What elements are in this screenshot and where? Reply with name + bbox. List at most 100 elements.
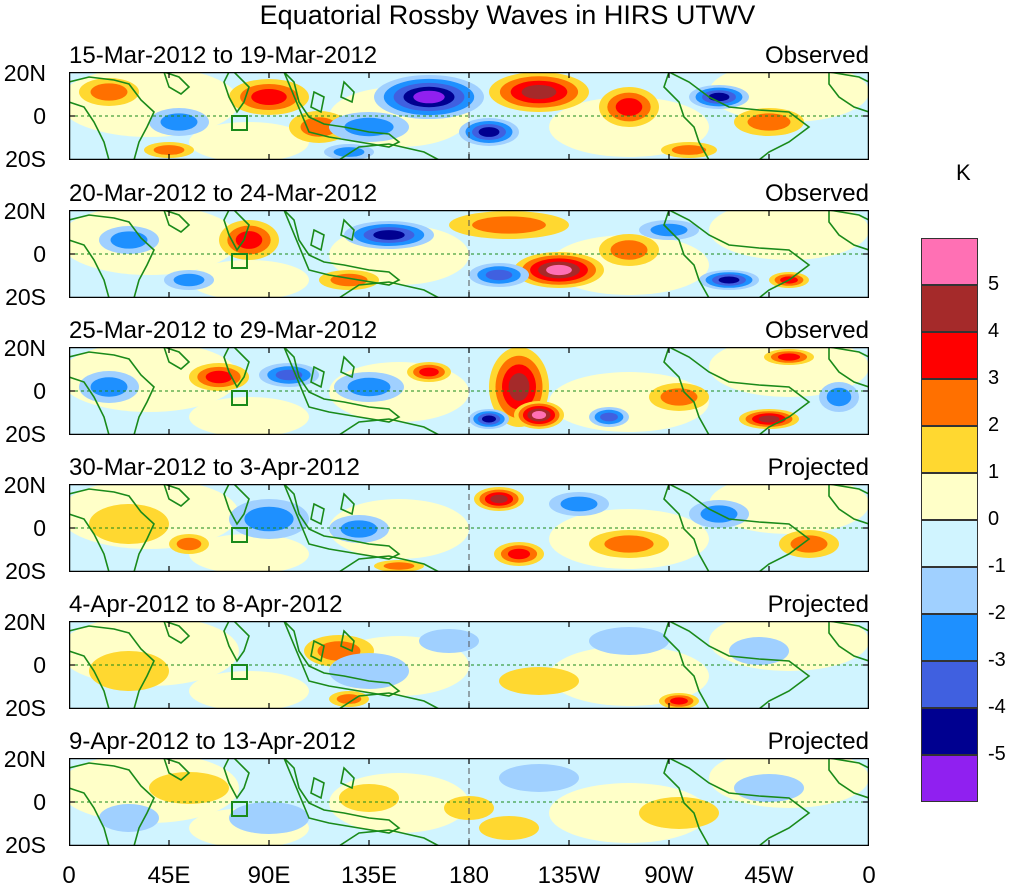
coastline bbox=[69, 488, 155, 572]
colorbar-swatch bbox=[921, 755, 978, 802]
latitude-label: 0 bbox=[33, 515, 46, 541]
colorbar-unit: K bbox=[956, 160, 971, 185]
colorbar-tick-label: -1 bbox=[988, 555, 1006, 577]
colorbar-swatch bbox=[921, 473, 978, 520]
anomaly-contour bbox=[610, 240, 648, 260]
colorbar-tick-label: 2 bbox=[988, 414, 1000, 436]
anomaly-contour bbox=[639, 797, 719, 829]
colorbar-tick-label: 3 bbox=[988, 367, 1000, 389]
anomaly-contour bbox=[499, 764, 579, 792]
coastline bbox=[69, 76, 155, 160]
anomaly-contour bbox=[189, 397, 309, 435]
coastline bbox=[663, 347, 811, 435]
colorbar-tick-label: 4 bbox=[988, 320, 1000, 342]
coastline bbox=[283, 347, 401, 423]
anomaly-contour bbox=[336, 694, 362, 704]
anomaly-contour bbox=[708, 92, 730, 102]
region-box bbox=[231, 115, 248, 131]
anomaly-contour bbox=[508, 373, 530, 401]
panel-status: Observed bbox=[764, 42, 869, 69]
map-panel bbox=[69, 758, 869, 846]
coastline bbox=[828, 72, 869, 113]
latitude-label: 20S bbox=[5, 695, 46, 721]
anomaly-contour bbox=[549, 646, 709, 706]
anomaly-contour bbox=[734, 774, 804, 802]
anomaly-contour bbox=[89, 651, 169, 691]
anomaly-contour bbox=[251, 89, 287, 105]
latitude-label: 0 bbox=[33, 103, 46, 129]
anomaly-contour bbox=[340, 520, 378, 538]
colorbar-tick-label: -4 bbox=[988, 696, 1006, 718]
coastline bbox=[663, 210, 811, 298]
colorbar-swatch bbox=[921, 567, 978, 614]
latitude-label: 20N bbox=[3, 198, 46, 224]
anomaly-contour bbox=[189, 534, 309, 572]
anomaly-contour bbox=[344, 117, 394, 137]
colorbar-swatch bbox=[921, 238, 978, 285]
colorbar-swatch bbox=[921, 379, 978, 426]
map-panel bbox=[69, 621, 869, 709]
coastline bbox=[163, 621, 250, 663]
anomaly-map bbox=[69, 758, 869, 846]
panel-period: 15-Mar-2012 to 19-Mar-2012 bbox=[69, 42, 378, 69]
longitude-label: 0 bbox=[862, 862, 876, 889]
map-panel bbox=[69, 72, 869, 160]
anomaly-map bbox=[69, 621, 869, 709]
coastline bbox=[663, 621, 811, 709]
anomaly-contour bbox=[478, 127, 500, 137]
coastline bbox=[163, 347, 250, 389]
coastline bbox=[337, 143, 440, 160]
anomaly-contour bbox=[507, 548, 531, 560]
anomaly-contour bbox=[747, 113, 791, 131]
anomaly-contour bbox=[531, 411, 547, 419]
latitude-label: 0 bbox=[33, 378, 46, 404]
anomaly-contour bbox=[373, 230, 405, 240]
coastline bbox=[69, 762, 155, 846]
coastline bbox=[337, 418, 440, 435]
latitude-label: 20S bbox=[5, 146, 46, 172]
region-box bbox=[231, 527, 248, 543]
panel-period: 4-Apr-2012 to 8-Apr-2012 bbox=[69, 591, 343, 618]
anomaly-contour bbox=[482, 415, 496, 423]
coastline bbox=[283, 484, 401, 560]
coastline bbox=[828, 484, 869, 525]
colorbar-tick-label: -5 bbox=[988, 743, 1006, 765]
anomaly-contour bbox=[560, 496, 598, 512]
anomaly-contour bbox=[479, 816, 539, 840]
latitude-label: 0 bbox=[33, 241, 46, 267]
anomaly-contour bbox=[235, 231, 263, 249]
anomaly-contour bbox=[173, 273, 205, 287]
latitude-label: 20S bbox=[5, 832, 46, 858]
region-box bbox=[231, 253, 248, 269]
coastline bbox=[663, 484, 811, 572]
anomaly-contour bbox=[604, 535, 654, 553]
coastline bbox=[283, 758, 401, 834]
map-panel bbox=[69, 210, 869, 298]
coastline bbox=[337, 555, 440, 572]
colorbar-tick-label: -3 bbox=[988, 649, 1006, 671]
anomaly-contour bbox=[589, 627, 669, 655]
anomaly-contour bbox=[546, 264, 572, 276]
anomaly-contour bbox=[670, 697, 688, 705]
anomaly-contour bbox=[490, 494, 508, 504]
anomaly-contour bbox=[718, 276, 740, 284]
anomaly-contour bbox=[615, 98, 643, 116]
colorbar-tick-label: 1 bbox=[988, 461, 1000, 483]
colorbar-swatch bbox=[921, 426, 978, 473]
anomaly-map bbox=[69, 484, 869, 572]
anomaly-contour bbox=[347, 377, 391, 397]
coastline bbox=[663, 758, 811, 846]
longitude-label: 135E bbox=[340, 862, 398, 889]
longitude-label: 135W bbox=[537, 862, 601, 889]
anomaly-map bbox=[69, 72, 869, 160]
panel-period: 9-Apr-2012 to 13-Apr-2012 bbox=[69, 728, 356, 755]
anomaly-contour bbox=[521, 85, 557, 99]
latitude-label: 20N bbox=[3, 60, 46, 86]
map-panel bbox=[69, 484, 869, 572]
anomaly-contour bbox=[790, 535, 828, 553]
anomaly-contour bbox=[419, 367, 439, 377]
anomaly-contour bbox=[758, 415, 780, 423]
panel-period: 30-Mar-2012 to 3-Apr-2012 bbox=[69, 454, 360, 481]
figure-title: Equatorial Rossby Waves in HIRS UTWV bbox=[259, 0, 756, 30]
anomaly-contour bbox=[333, 147, 365, 157]
